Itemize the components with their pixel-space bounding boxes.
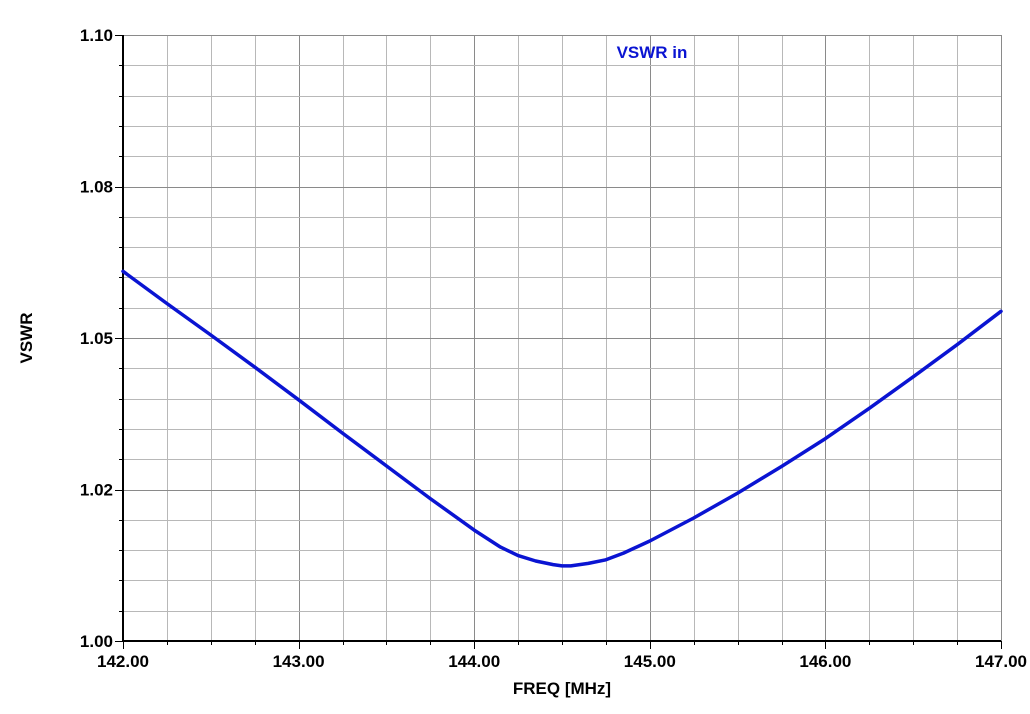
x-tick-label: 146.00 <box>799 652 851 671</box>
x-tick-labels: 142.00 143.00 144.00 145.00 146.00 147.00 <box>97 652 1027 671</box>
series-lines <box>121 269 1003 568</box>
grid-lines <box>123 35 1002 642</box>
x-tick-label: 145.00 <box>624 652 676 671</box>
legend-series-label: VSWR in <box>617 43 688 62</box>
tick-marks <box>115 35 1002 649</box>
y-tick-label: 1.10 <box>80 26 113 45</box>
y-axis-title: VSWR <box>17 313 36 364</box>
y-tick-label: 1.05 <box>80 329 113 348</box>
x-tick-label: 143.00 <box>273 652 325 671</box>
x-tick-label: 144.00 <box>448 652 500 671</box>
x-tick-label: 147.00 <box>975 652 1027 671</box>
y-tick-label: 1.02 <box>80 481 113 500</box>
y-tick-label: 1.00 <box>80 632 113 651</box>
x-tick-label: 142.00 <box>97 652 149 671</box>
series-line-vswr-in <box>121 269 1003 568</box>
y-tick-label: 1.08 <box>80 178 113 197</box>
x-axis-title: FREQ [MHz] <box>513 679 611 698</box>
y-tick-labels: 1.00 1.02 1.05 1.08 1.10 <box>80 26 113 651</box>
